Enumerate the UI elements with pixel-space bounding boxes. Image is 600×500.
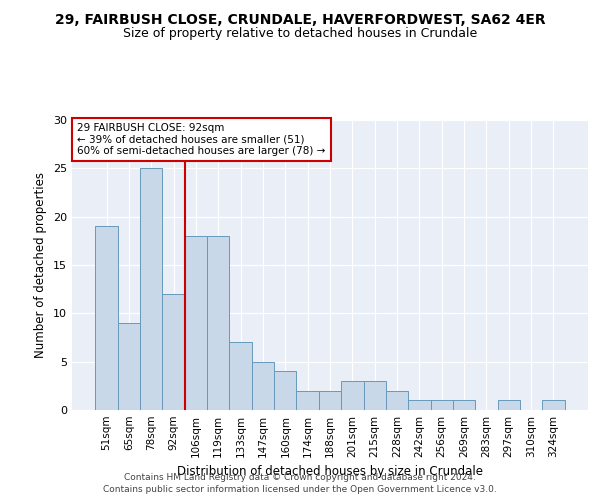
Bar (542, 400, 565, 410)
X-axis label: Distribution of detached houses by size in Crundale: Distribution of detached houses by size … (177, 466, 483, 478)
Bar (274, 372, 296, 410)
Bar (140, 168, 163, 410)
Bar (118, 323, 140, 410)
Bar (252, 362, 274, 410)
Bar (497, 400, 520, 410)
Bar (386, 390, 408, 410)
Bar (207, 236, 229, 410)
Text: 29 FAIRBUSH CLOSE: 92sqm
← 39% of detached houses are smaller (51)
60% of semi-d: 29 FAIRBUSH CLOSE: 92sqm ← 39% of detach… (77, 123, 326, 156)
Bar (453, 400, 475, 410)
Text: Contains public sector information licensed under the Open Government Licence v3: Contains public sector information licen… (103, 485, 497, 494)
Text: Size of property relative to detached houses in Crundale: Size of property relative to detached ho… (123, 28, 477, 40)
Bar (296, 390, 319, 410)
Bar (229, 342, 252, 410)
Bar (431, 400, 453, 410)
Text: Contains HM Land Registry data © Crown copyright and database right 2024.: Contains HM Land Registry data © Crown c… (124, 472, 476, 482)
Bar (95, 226, 118, 410)
Bar (364, 381, 386, 410)
Bar (341, 381, 364, 410)
Y-axis label: Number of detached properties: Number of detached properties (34, 172, 47, 358)
Text: 29, FAIRBUSH CLOSE, CRUNDALE, HAVERFORDWEST, SA62 4ER: 29, FAIRBUSH CLOSE, CRUNDALE, HAVERFORDW… (55, 12, 545, 26)
Bar (319, 390, 341, 410)
Bar (163, 294, 185, 410)
Bar (185, 236, 207, 410)
Bar (408, 400, 431, 410)
